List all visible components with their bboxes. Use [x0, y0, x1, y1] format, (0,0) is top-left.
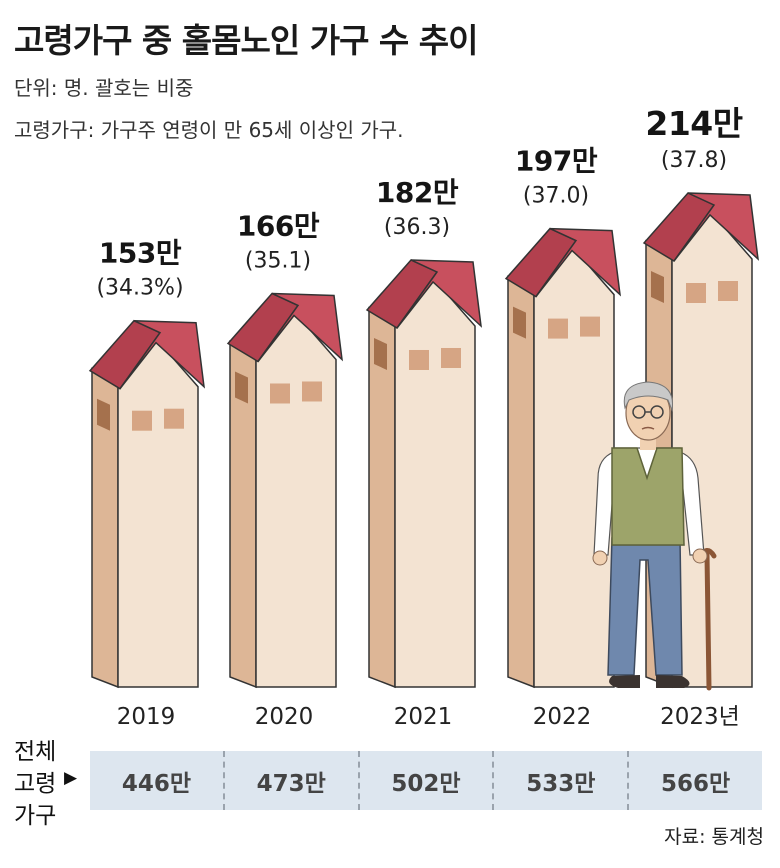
- year-label-1: 2020: [255, 704, 314, 730]
- bar-window: [132, 410, 152, 431]
- value-label-3: 197만: [515, 145, 598, 178]
- page-title: 고령가구 중 홀몸노인 가구 수 추이: [14, 21, 478, 60]
- share-label-0: (34.3%): [96, 276, 183, 301]
- bar-side-window: [235, 371, 248, 404]
- bar-roof-right: [535, 227, 621, 298]
- bar-window: [718, 281, 738, 301]
- total-cell-2021: 502만: [360, 751, 495, 810]
- bar-window: [302, 381, 322, 402]
- share-label-2: (36.3): [384, 215, 450, 240]
- bar-side-window: [97, 398, 110, 431]
- bar-window: [441, 347, 461, 368]
- bar-roof-right: [257, 292, 343, 362]
- value-label-2: 182만: [376, 176, 459, 209]
- bar-side-window: [651, 271, 664, 303]
- total-cell-2023: 566만: [661, 770, 731, 797]
- bar-window: [686, 283, 706, 303]
- labels-layer: 153만 (34.3%) 2019 166만 (35.1) 2020 182만 (36.3) 2…: [96, 104, 743, 730]
- total-cell-2020: 473만: [225, 751, 360, 810]
- bar-side-window: [513, 306, 526, 339]
- year-label-0: 2019: [117, 704, 176, 730]
- elderly-man-illustration: [592, 381, 717, 691]
- bar-roof-right: [673, 192, 759, 262]
- bar-front-wall: [117, 337, 199, 688]
- share-label-1: (35.1): [245, 248, 311, 273]
- total-cell-2019: 446만: [90, 751, 225, 810]
- year-label-2: 2021: [394, 704, 453, 730]
- bar-window: [270, 383, 290, 404]
- value-label-1: 166만: [237, 209, 320, 242]
- total-households-band: 446만 473만 502만 533만 566만: [90, 751, 762, 810]
- bar-window: [164, 408, 184, 429]
- bar-chart: 153만 (34.3%) 2019 166만 (35.1) 2020 182만 (36.3) 2…: [88, 104, 759, 730]
- total-households-label: 전체 고령 가구: [14, 739, 57, 829]
- unit-note: 단위: 명. 괄호는 비중: [14, 76, 194, 100]
- bar-window: [548, 318, 568, 339]
- bar-window: [409, 349, 429, 370]
- bar-house-3: [504, 227, 621, 689]
- bar-side-window: [374, 337, 387, 370]
- total-cell-2022: 533만: [494, 751, 630, 810]
- year-label-4: 2023년: [660, 704, 740, 730]
- bar-roof-right: [119, 319, 205, 390]
- bar-window: [580, 316, 600, 337]
- bar-house-0: [88, 319, 205, 689]
- share-label-3: (37.0): [523, 184, 589, 209]
- year-label-3: 2022: [533, 704, 592, 730]
- bar-roof-right: [396, 259, 482, 329]
- definition-note: 고령가구: 가구주 연령이 만 65세 이상인 가구.: [14, 118, 404, 142]
- arrow-right-icon: ▶: [64, 768, 78, 788]
- bar-front-wall: [671, 209, 753, 688]
- source-note: 자료: 통계청: [664, 826, 764, 848]
- bars-layer: [88, 192, 759, 689]
- bar-house-2: [365, 259, 482, 689]
- bar-side-wall: [507, 275, 535, 689]
- value-label-0: 153만: [99, 237, 182, 270]
- value-label-4: 214만: [645, 104, 742, 143]
- bar-house-1: [226, 292, 343, 689]
- bar-front-wall: [394, 276, 476, 688]
- share-label-4: (37.8): [661, 148, 727, 173]
- bar-front-wall: [255, 310, 337, 688]
